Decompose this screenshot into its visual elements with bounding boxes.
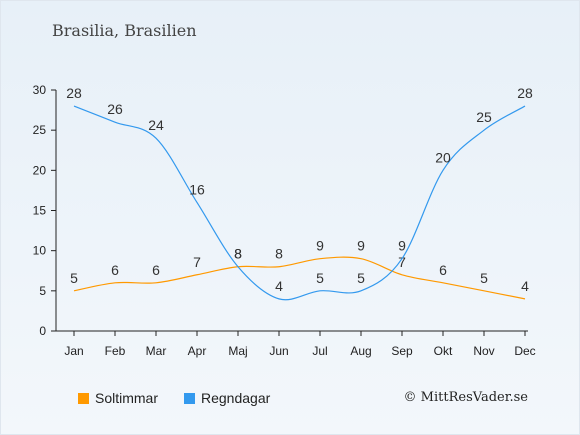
data-label-soltimmar: 7 (398, 254, 406, 270)
data-label-soltimmar: 7 (193, 254, 201, 270)
credit-text: © MittResVader.se (403, 390, 528, 405)
legend-label-soltimmar: Soltimmar (95, 390, 159, 406)
data-label-regndagar: 8 (234, 246, 242, 262)
data-label-soltimmar: 5 (70, 270, 78, 286)
data-label-soltimmar: 8 (275, 246, 283, 262)
legend-label-regndagar: Regndagar (201, 390, 271, 406)
data-label-regndagar: 24 (148, 117, 164, 133)
x-tick-label: Jan (64, 344, 83, 358)
data-label-regndagar: 20 (435, 149, 451, 165)
y-tick-label: 15 (33, 204, 47, 218)
x-tick-label: Nov (473, 344, 494, 358)
data-label-regndagar: 4 (275, 278, 283, 294)
x-tick-label: Aug (350, 344, 371, 358)
y-tick-label: 10 (33, 244, 47, 258)
data-label-regndagar: 9 (398, 238, 406, 254)
chart-title: Brasilia, Brasilien (52, 21, 197, 40)
series-line-regndagar (73, 105, 526, 301)
data-label-soltimmar: 8 (234, 246, 242, 262)
x-tick-label: Sep (391, 344, 413, 358)
x-tick-label: Maj (228, 344, 247, 358)
data-label-soltimmar: 6 (152, 262, 160, 278)
series-line-soltimmar (73, 256, 526, 300)
x-tick-label: Jul (312, 344, 327, 358)
x-tick-label: Apr (188, 344, 207, 358)
x-tick-label: Mar (146, 344, 167, 358)
y-tick-label: 0 (39, 324, 46, 338)
data-label-soltimmar: 6 (439, 262, 447, 278)
x-tick-label: Okt (434, 344, 453, 358)
data-label-soltimmar: 6 (111, 262, 119, 278)
x-tick-label: Dec (514, 344, 535, 358)
data-label-regndagar: 5 (357, 270, 365, 286)
x-tick-label: Feb (105, 344, 126, 358)
y-tick-label: 20 (33, 163, 47, 177)
y-tick-label: 5 (39, 284, 46, 298)
legend-swatch-regndagar (184, 393, 195, 404)
legend-item-regndagar: Regndagar (184, 390, 270, 406)
data-label-soltimmar: 9 (316, 238, 324, 254)
y-tick-label: 25 (33, 123, 47, 137)
legend-swatch-soltimmar (78, 393, 89, 404)
data-label-regndagar: 28 (66, 85, 82, 101)
y-tick-label: 30 (33, 83, 47, 97)
x-tick-label: Jun (269, 344, 288, 358)
data-label-regndagar: 16 (189, 181, 205, 197)
data-label-regndagar: 26 (107, 101, 123, 117)
data-label-soltimmar: 4 (521, 278, 529, 294)
data-label-soltimmar: 9 (357, 238, 365, 254)
data-label-soltimmar: 5 (480, 270, 488, 286)
data-label-regndagar: 25 (476, 109, 492, 125)
line-chart: 0 5 10 15 20 25 30 Jan Feb Mar Apr Maj Jun Jul Aug Sep O… (33, 83, 536, 358)
data-label-regndagar: 5 (316, 270, 324, 286)
data-label-regndagar: 28 (517, 85, 533, 101)
legend-item-soltimmar: Soltimmar (78, 390, 158, 406)
